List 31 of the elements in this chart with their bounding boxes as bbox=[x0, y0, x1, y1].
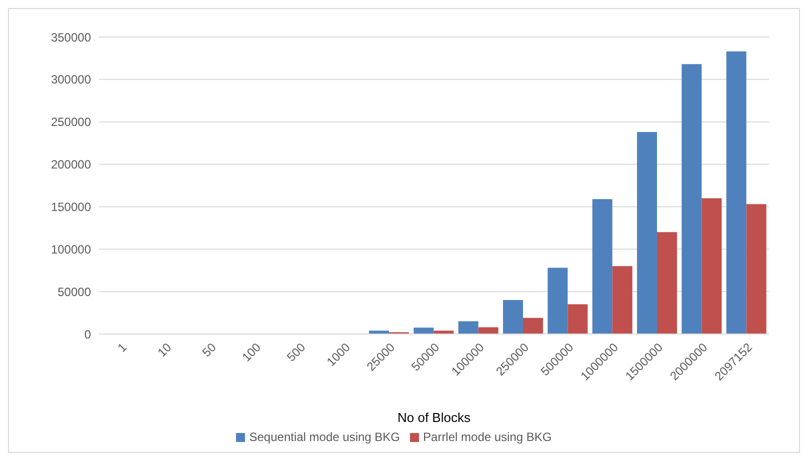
legend-label: Parrlel mode using BKG bbox=[423, 430, 552, 444]
bar bbox=[637, 132, 657, 334]
bar bbox=[414, 328, 434, 334]
bar bbox=[592, 199, 612, 334]
bar bbox=[523, 318, 543, 334]
bar bbox=[682, 64, 702, 334]
bar bbox=[568, 304, 588, 334]
legend-label: Sequential mode using BKG bbox=[249, 430, 400, 444]
bar bbox=[548, 268, 568, 334]
y-tick-label: 150000 bbox=[50, 200, 92, 214]
bar bbox=[458, 321, 478, 334]
bar bbox=[478, 327, 498, 334]
x-tick-label: 10 bbox=[154, 340, 174, 360]
bar bbox=[612, 266, 632, 334]
bar bbox=[503, 300, 523, 334]
y-tick-label: 50000 bbox=[58, 284, 92, 299]
x-tick-label: 50 bbox=[199, 340, 220, 360]
bar bbox=[726, 51, 746, 334]
x-tick-label: 100 bbox=[239, 340, 264, 364]
y-tick-label: 300000 bbox=[50, 72, 92, 87]
y-tick-label: 200000 bbox=[50, 158, 92, 172]
y-tick-label: 0 bbox=[84, 327, 92, 342]
y-tick-label: 250000 bbox=[50, 115, 92, 130]
x-tick-label: 500 bbox=[284, 340, 308, 364]
bar bbox=[657, 232, 677, 334]
x-axis-title: No of Blocks bbox=[398, 410, 471, 425]
y-tick-label: 100000 bbox=[50, 242, 92, 256]
y-tick-label: 350000 bbox=[50, 30, 92, 44]
bar bbox=[746, 204, 766, 334]
bar bbox=[702, 198, 722, 334]
x-tick-label: 1 bbox=[114, 340, 130, 355]
